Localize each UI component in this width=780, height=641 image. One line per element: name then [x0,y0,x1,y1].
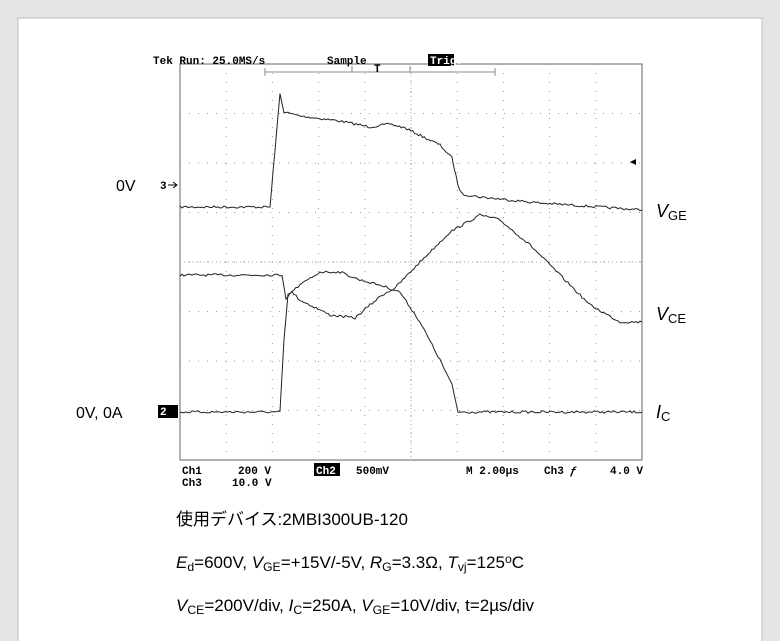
text-run: GE [373,603,391,617]
trigger-source: Ch3 [544,466,564,478]
text-run: C [293,603,302,617]
scope-mode: Sample [327,56,367,68]
text-run: =3.3Ω, [392,553,448,572]
figure: Tek Run: 25.0MS/s Sample Trig? T 0V 3 0V… [0,0,780,641]
trigger-level: 4.0 V [610,466,643,478]
text-run: CE [668,311,686,326]
timebase: M 2.00µs [466,466,519,478]
text-run: =600V, [194,553,252,572]
text-run: =125 [467,553,505,572]
scope-status: Tek Run: 25.0MS/s [153,56,265,68]
caption: Ed=600V, VGE=+15V/-5V, RG=3.3Ω, Tvj=125o… [176,552,524,574]
ch2-zero-label: 0V, 0A [76,405,123,422]
text-run: =250A, [302,596,361,615]
trigger-marker: T [374,64,381,76]
panel [18,18,762,641]
text-run: =10V/div, t=2µs/div [390,596,534,615]
ch1-label: Ch1 [182,466,202,478]
text-run: =+15V/-5V, [281,553,370,572]
ch3-marker: 3 [160,181,167,193]
text-run: C [512,553,524,572]
ch3-zero-label: 0V [116,178,136,195]
text-run: GE [668,208,687,223]
ch2-label: Ch2 [316,466,336,478]
caption: 使用デバイス:2MBI300UB-120 [176,509,408,529]
text-run: G [382,560,392,574]
ch2-marker: 2 [160,407,167,419]
ch3-scale: 10.0 V [232,478,272,490]
text-run: GE [263,560,281,574]
ch1-scale: 200 V [238,466,271,478]
caption: VCE=200V/div, IC=250A, VGE=10V/div, t=2µ… [176,596,534,617]
text-run: CE [187,603,204,617]
trigger-status: Trig? [430,56,463,68]
trigger-slope: ƒ [569,466,577,478]
page: Tek Run: 25.0MS/s Sample Trig? T 0V 3 0V… [0,0,780,641]
ch3-label: Ch3 [182,478,202,490]
ch2-scale: 500mV [356,466,389,478]
text-run: R [370,553,382,572]
text-run: =200V/div, [204,596,288,615]
text-run: 使用デバイス:2MBI300UB-120 [176,509,408,529]
text-run: vj [458,560,467,574]
text-run: C [661,409,670,424]
text-run: E [176,553,188,572]
